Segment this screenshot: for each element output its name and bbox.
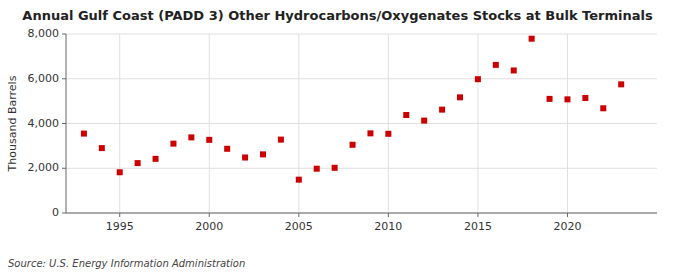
x-tick-label: 2020: [553, 220, 581, 233]
point: [260, 151, 266, 157]
y-tick-label: 4,000: [28, 117, 60, 130]
point: [564, 96, 570, 102]
y-tick-label: 8,000: [28, 27, 60, 40]
y-tick: [62, 78, 66, 79]
y-tick: [62, 213, 66, 214]
y-grid-line: [66, 34, 657, 35]
x-axis-line: [66, 213, 657, 214]
y-tick-label: 0: [52, 206, 59, 219]
y-grid-line: [66, 168, 657, 169]
grid: [66, 34, 657, 213]
point: [493, 62, 499, 68]
title: Annual Gulf Coast (PADD 3) Other Hydroca…: [22, 8, 653, 23]
point: [511, 67, 517, 73]
point: [582, 95, 588, 101]
source-annotation: Source: U.S. Energy Information Administ…: [8, 258, 245, 269]
point: [81, 131, 87, 137]
point: [99, 145, 105, 151]
point: [421, 118, 427, 124]
point: [600, 105, 606, 111]
point: [153, 156, 159, 162]
axes: 0 2,000 4,000 6,000 8,000 1995 2000 2005 2010 201…: [28, 27, 658, 233]
y-tick-label: 2,000: [28, 161, 60, 174]
point: [439, 107, 445, 113]
points: [81, 36, 624, 183]
chart-container: 0 2,000 4,000 6,000 8,000 1995 2000 2005 2010 201…: [0, 0, 675, 275]
x-tick-label: 2015: [464, 220, 492, 233]
y-axis-line: [66, 34, 67, 213]
y-tick-label: 6,000: [28, 72, 60, 85]
x-tick: [477, 213, 478, 217]
point: [314, 166, 320, 172]
x-grid-line: [477, 34, 478, 213]
x-tick: [119, 213, 120, 217]
y-grid-line: [66, 123, 657, 124]
x-tick-label: 1995: [106, 220, 134, 233]
y-tick: [62, 34, 66, 35]
point: [457, 94, 463, 100]
point: [170, 141, 176, 147]
point: [618, 81, 624, 87]
x-tick-label: 2000: [195, 220, 223, 233]
x-grid-line: [298, 34, 299, 213]
point: [332, 165, 338, 171]
point: [135, 160, 141, 166]
point: [529, 36, 535, 42]
point: [188, 134, 194, 140]
x-tick: [209, 213, 210, 217]
point: [367, 130, 373, 136]
x-tick: [388, 213, 389, 217]
chart-svg: 0 2,000 4,000 6,000 8,000 1995 2000 2005 2010 201…: [0, 0, 675, 275]
point: [296, 177, 302, 183]
x-tick: [298, 213, 299, 217]
point: [278, 137, 284, 143]
y-grid-line: [66, 213, 657, 214]
point: [117, 169, 123, 175]
point: [224, 146, 230, 152]
y-tick: [62, 123, 66, 124]
x-tick: [567, 213, 568, 217]
y-tick: [62, 168, 66, 169]
point: [385, 131, 391, 137]
x-grid-line: [567, 34, 568, 213]
x-tick-label: 2010: [374, 220, 402, 233]
point: [206, 137, 212, 143]
point: [547, 96, 553, 102]
point: [350, 142, 356, 148]
point: [475, 76, 481, 82]
point: [242, 155, 248, 161]
x-grid-line: [388, 34, 389, 213]
x-grid-line: [119, 34, 120, 213]
x-tick-label: 2005: [285, 220, 313, 233]
y-grid-line: [66, 78, 657, 79]
x-grid-line: [209, 34, 210, 213]
point: [403, 112, 409, 118]
y-axis-label: Thousand Barrels: [6, 75, 19, 172]
